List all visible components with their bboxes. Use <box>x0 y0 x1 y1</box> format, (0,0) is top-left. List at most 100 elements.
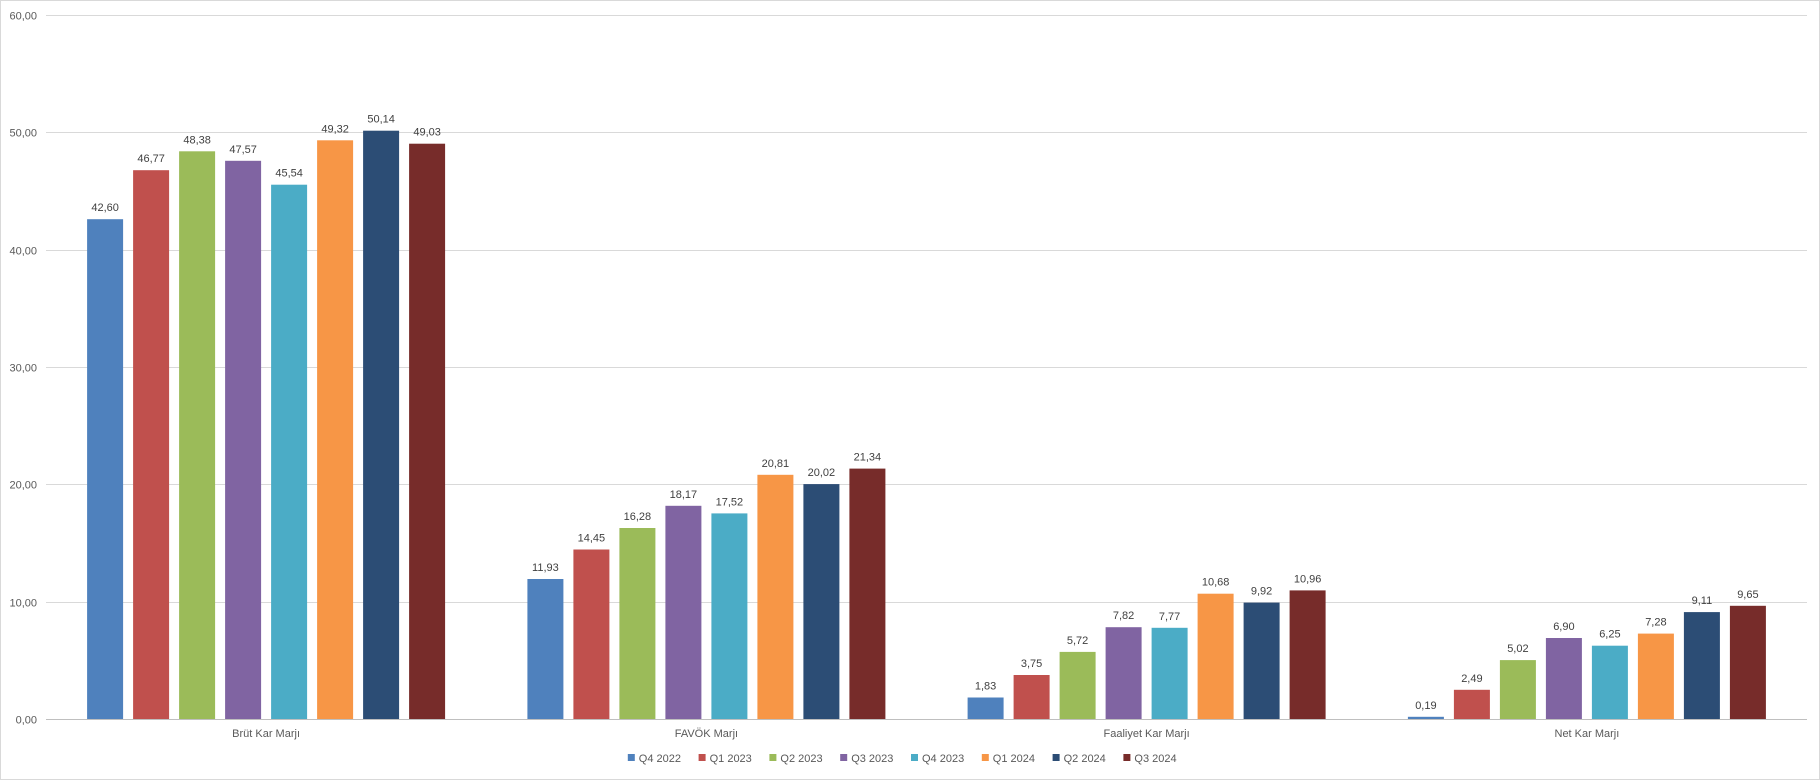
legend: Q4 2022 Q1 2023 Q2 2023 Q3 2023 Q4 2023 Q1 20… <box>627 753 1177 765</box>
bar-q1-2024-3[interactable] <box>1637 633 1674 719</box>
data-label: 17,52 <box>716 496 744 508</box>
data-label: 42,60 <box>91 202 119 214</box>
bar-q1-2023-0[interactable] <box>133 170 170 719</box>
legend-swatch <box>911 754 918 761</box>
y-tick-label: 0,00 <box>16 715 37 727</box>
bar-q2-2024-1[interactable] <box>803 484 840 719</box>
data-label: 7,28 <box>1645 617 1666 629</box>
legend-item-q2-2024[interactable]: Q2 2024 <box>1052 753 1106 765</box>
legend-item-q2-2023[interactable]: Q2 2023 <box>769 753 823 765</box>
y-tick-label: 10,00 <box>9 598 37 610</box>
data-label: 49,03 <box>413 127 441 139</box>
legend-label: Q2 2024 <box>1064 753 1106 765</box>
data-label: 1,83 <box>975 681 996 693</box>
legend-label: Q3 2024 <box>1134 753 1176 765</box>
bar-q2-2024-3[interactable] <box>1683 612 1720 719</box>
data-label: 10,68 <box>1202 577 1230 589</box>
legend-swatch <box>1052 754 1060 761</box>
legend-item-q1-2024[interactable]: Q1 2024 <box>981 753 1035 765</box>
category-label: FAVÖK Marjı <box>675 728 738 740</box>
data-label: 5,02 <box>1507 643 1528 655</box>
data-label: 14,45 <box>578 533 606 545</box>
data-label: 18,17 <box>670 489 698 501</box>
bar-q3-2024-2[interactable] <box>1289 590 1326 719</box>
data-label: 50,14 <box>367 114 395 126</box>
bar-q2-2023-0[interactable] <box>179 151 216 720</box>
x-axis: Brüt Kar Marjı FAVÖK Marjı Faaliyet Kar Ma… <box>232 728 1619 740</box>
data-label: 49,32 <box>321 123 349 135</box>
data-label: 16,28 <box>624 511 652 523</box>
bar-q3-2023-0[interactable] <box>225 160 262 720</box>
legend-item-q3-2024[interactable]: Q3 2024 <box>1123 753 1177 765</box>
bar-q1-2024-1[interactable] <box>757 474 794 719</box>
bar-q4-2023-1[interactable] <box>711 513 748 719</box>
legend-item-q4-2023[interactable]: Q4 2023 <box>911 753 964 765</box>
data-label: 10,96 <box>1294 573 1322 585</box>
bar-q3-2023-3[interactable] <box>1545 638 1582 719</box>
data-label: 9,92 <box>1251 586 1272 598</box>
bar-q4-2022-3[interactable] <box>1407 716 1444 719</box>
data-label: 48,38 <box>183 134 211 146</box>
bar-q3-2024-1[interactable] <box>849 468 886 719</box>
legend-swatch <box>840 754 848 761</box>
bar-q4-2022-0[interactable] <box>87 219 124 719</box>
bar-q1-2023-2[interactable] <box>1013 675 1050 719</box>
bar-q3-2024-3[interactable] <box>1729 605 1766 719</box>
legend-swatch <box>981 754 989 761</box>
data-label: 7,77 <box>1159 611 1180 623</box>
data-labels: 42,60 46,77 48,38 47,57 45,54 49,32 50,14 49,03… <box>91 114 1758 712</box>
legend-label: Q4 2022 <box>639 753 681 765</box>
legend-swatch <box>698 754 706 761</box>
data-label: 20,81 <box>762 458 790 470</box>
y-tick-label: 40,00 <box>9 246 37 258</box>
bar-q4-2023-0[interactable] <box>271 184 308 719</box>
legend-label: Q1 2024 <box>993 753 1035 765</box>
bar-q3-2024-0[interactable] <box>409 143 446 719</box>
data-label: 21,34 <box>854 452 882 464</box>
y-tick-label: 60,00 <box>9 11 37 23</box>
legend-item-q3-2023[interactable]: Q3 2023 <box>840 753 893 765</box>
bar-q2-2024-0[interactable] <box>363 130 400 719</box>
bar-q4-2023-3[interactable] <box>1591 645 1628 719</box>
bar-q3-2023-2[interactable] <box>1105 627 1142 719</box>
bar-q4-2022-1[interactable] <box>527 579 564 719</box>
bar-q2-2024-2[interactable] <box>1243 602 1280 719</box>
gridlines <box>46 15 1807 720</box>
data-label: 9,11 <box>1692 595 1713 607</box>
data-label: 6,90 <box>1553 621 1574 633</box>
bar-q4-2022-2[interactable] <box>967 697 1004 720</box>
legend-swatch <box>769 754 777 761</box>
bar-q2-2023-1[interactable] <box>619 528 656 719</box>
data-label: 47,57 <box>229 144 257 156</box>
data-label: 2,49 <box>1461 673 1482 685</box>
data-label: 0,19 <box>1415 700 1436 712</box>
y-tick-label: 50,00 <box>9 128 37 140</box>
y-axis: 0,00 10,00 20,00 30,00 40,00 50,00 60,00 <box>9 11 37 727</box>
data-label: 20,02 <box>808 467 836 479</box>
legend-label: Q3 2023 <box>851 753 893 765</box>
bar-q2-2023-3[interactable] <box>1499 660 1536 719</box>
bars <box>87 130 1766 720</box>
bar-q2-2023-2[interactable] <box>1059 651 1096 719</box>
data-label: 9,65 <box>1737 589 1758 601</box>
legend-item-q1-2023[interactable]: Q1 2023 <box>698 753 752 765</box>
y-tick-label: 30,00 <box>9 363 37 375</box>
category-label: Faaliyet Kar Marjı <box>1103 728 1189 740</box>
legend-swatch <box>627 754 635 761</box>
data-label: 3,75 <box>1021 658 1042 670</box>
legend-label: Q4 2023 <box>922 753 964 765</box>
bar-q1-2024-0[interactable] <box>317 140 354 720</box>
legend-label: Q2 2023 <box>780 753 822 765</box>
bar-q1-2023-1[interactable] <box>573 549 610 720</box>
bar-q1-2023-3[interactable] <box>1453 689 1490 719</box>
bar-q1-2024-2[interactable] <box>1197 593 1234 719</box>
bar-q4-2023-2[interactable] <box>1151 627 1188 719</box>
legend-label: Q1 2023 <box>710 753 752 765</box>
legend-item-q4-2022[interactable]: Q4 2022 <box>627 753 681 765</box>
data-label: 7,82 <box>1113 610 1134 622</box>
category-label: Brüt Kar Marjı <box>232 728 300 740</box>
data-label: 5,72 <box>1067 635 1088 647</box>
bar-q3-2023-1[interactable] <box>665 505 702 719</box>
